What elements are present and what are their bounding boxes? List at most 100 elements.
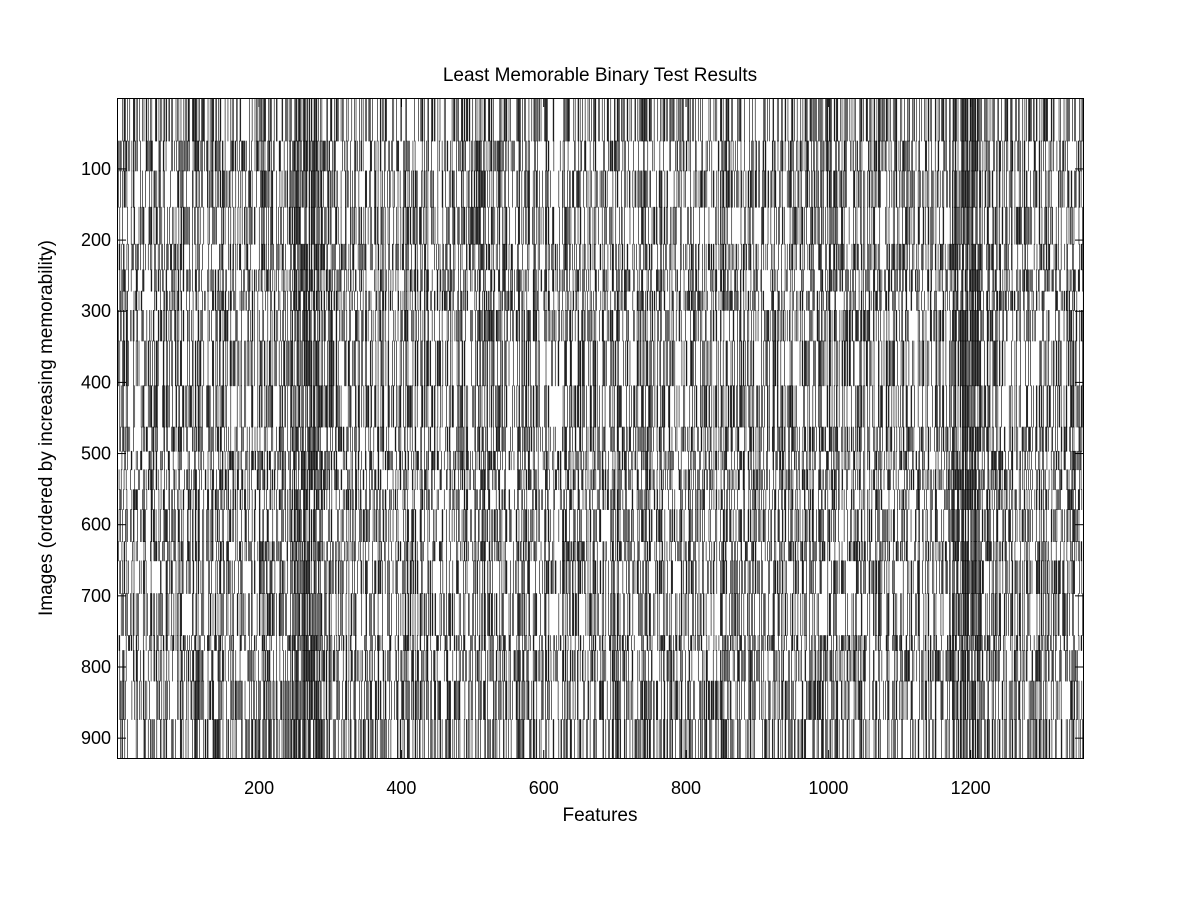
heatmap-cell <box>242 140 244 172</box>
heatmap-cell <box>405 243 407 271</box>
heatmap-cell <box>434 290 436 311</box>
heatmap-cell <box>243 269 244 292</box>
heatmap-cell <box>202 593 203 636</box>
heatmap-cell <box>344 541 345 562</box>
heatmap-cell <box>192 719 193 759</box>
heatmap-cell <box>221 243 223 271</box>
heatmap-cell <box>377 650 379 682</box>
heatmap-cell <box>147 243 149 271</box>
heatmap-cell <box>248 650 249 682</box>
heatmap-cell <box>313 560 315 594</box>
heatmap-cell <box>224 650 226 682</box>
heatmap-cell <box>189 489 191 510</box>
heatmap-cell <box>370 140 372 172</box>
heatmap-cell <box>181 310 182 342</box>
heatmap-cell <box>471 170 473 208</box>
heatmap-cell <box>397 290 399 311</box>
heatmap-cell <box>290 170 292 208</box>
heatmap-cell <box>449 593 451 636</box>
heatmap-cell <box>307 560 308 594</box>
heatmap-cell <box>416 635 418 651</box>
heatmap-cell <box>216 560 218 594</box>
heatmap-cell <box>317 450 318 471</box>
heatmap-cell <box>375 206 377 245</box>
heatmap-cell <box>469 243 471 271</box>
heatmap-cell <box>308 340 310 387</box>
heatmap-cell <box>295 680 296 720</box>
heatmap-cell <box>377 680 379 720</box>
heatmap-cell <box>172 385 173 428</box>
heatmap-cell <box>421 340 423 387</box>
heatmap-cell <box>194 450 195 471</box>
heatmap-cell <box>259 140 261 172</box>
heatmap-cell <box>461 98 463 142</box>
heatmap-cell <box>133 385 134 428</box>
heatmap-cell <box>407 340 409 387</box>
heatmap-cell <box>323 310 325 342</box>
heatmap-cell <box>375 680 377 720</box>
heatmap-cell <box>305 635 306 651</box>
heatmap-cell <box>155 541 156 562</box>
heatmap-cell <box>187 310 188 342</box>
heatmap-cell <box>306 469 308 491</box>
heatmap-cell <box>302 340 303 387</box>
heatmap-cell <box>424 243 425 271</box>
heatmap-cell <box>137 469 139 491</box>
heatmap-cell <box>442 170 444 208</box>
heatmap-cell <box>188 206 190 245</box>
heatmap-cell <box>466 469 468 491</box>
heatmap-cell <box>160 310 162 342</box>
heatmap-cell <box>182 170 183 208</box>
heatmap-cell <box>207 206 209 245</box>
heatmap-cell <box>228 650 229 682</box>
heatmap-cell <box>183 140 185 172</box>
heatmap-cell <box>405 635 407 651</box>
heatmap-cell <box>187 541 189 562</box>
heatmap-cell <box>135 290 137 311</box>
heatmap-cell <box>279 650 281 682</box>
heatmap-cell <box>304 719 306 759</box>
heatmap-cell <box>411 243 412 271</box>
heatmap-cell <box>179 469 180 491</box>
heatmap-cell <box>239 593 241 636</box>
heatmap-cell <box>434 206 436 245</box>
heatmap-cell <box>453 206 455 245</box>
heatmap-cell <box>287 170 289 208</box>
heatmap-cell <box>429 489 430 510</box>
heatmap-cell <box>438 489 439 510</box>
heatmap-cell <box>118 243 120 271</box>
heatmap-cell <box>468 541 469 562</box>
heatmap-cell <box>318 593 319 636</box>
heatmap-cell <box>345 489 347 510</box>
heatmap-cell <box>244 206 246 245</box>
heatmap-cell <box>211 426 213 452</box>
heatmap-cell <box>347 541 348 562</box>
heatmap-cell <box>287 509 289 542</box>
heatmap-cell <box>131 310 133 342</box>
heatmap-cell <box>414 310 416 342</box>
heatmap-cell <box>312 170 313 208</box>
heatmap-cell <box>253 206 255 245</box>
heatmap-cell <box>400 469 402 491</box>
heatmap-cell <box>244 140 245 172</box>
heatmap-cell <box>199 426 200 452</box>
heatmap-cell <box>191 385 192 428</box>
heatmap-cell <box>403 170 404 208</box>
heatmap-cell <box>313 206 314 245</box>
heatmap-cell <box>201 98 202 142</box>
heatmap-cell <box>118 340 119 387</box>
heatmap-cell <box>262 290 264 311</box>
heatmap-cell <box>189 206 190 245</box>
heatmap-cell <box>156 340 158 387</box>
heatmap-cell <box>337 593 339 636</box>
heatmap-cell <box>265 98 266 142</box>
heatmap-cell <box>412 680 414 720</box>
heatmap-cell <box>415 680 417 720</box>
heatmap-cell <box>414 269 415 292</box>
heatmap-cell <box>341 635 343 651</box>
heatmap-cell <box>227 310 229 342</box>
heatmap-cell <box>335 560 336 594</box>
heatmap-cell <box>329 635 330 651</box>
heatmap-cell <box>465 310 466 342</box>
heatmap-cell <box>233 243 234 271</box>
